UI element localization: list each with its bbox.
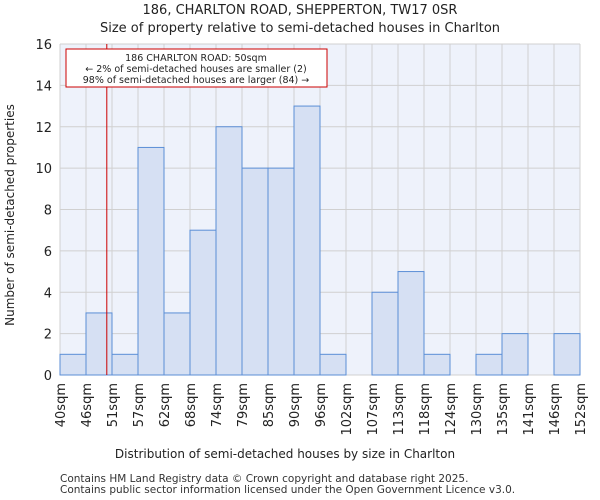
x-axis-label: Distribution of semi-detached houses by …: [115, 447, 455, 461]
histogram-bar: [111, 353, 139, 376]
x-tick-label: 51sqm: [106, 383, 121, 427]
chart-title: 186, CHARLTON ROAD, SHEPPERTON, TW17 0SR: [142, 3, 458, 18]
annotation-line3: 98% of semi-detached houses are larger (…: [83, 75, 310, 86]
x-tick-label: 79sqm: [236, 383, 251, 427]
x-tick-label: 102sqm: [340, 383, 355, 436]
x-tick-label: 40sqm: [54, 383, 69, 427]
y-tick-label: 4: [44, 286, 52, 301]
x-tick-label: 152sqm: [574, 383, 589, 436]
x-tick-label: 135sqm: [496, 383, 511, 436]
histogram-bar: [215, 126, 243, 376]
y-tick-label: 14: [35, 79, 52, 94]
x-tick-label: 57sqm: [132, 383, 147, 427]
footer-line1: Contains HM Land Registry data © Crown c…: [60, 473, 469, 485]
x-tick-label: 85sqm: [262, 383, 277, 427]
annotation-line1: 186 CHARLTON ROAD: 50sqm: [125, 53, 267, 64]
x-tick-label: 107sqm: [366, 383, 381, 436]
x-tick-label: 62sqm: [158, 383, 173, 427]
x-tick-label: 74sqm: [210, 383, 225, 427]
chart-subtitle: Size of property relative to semi-detach…: [99, 21, 501, 36]
histogram-bar: [293, 105, 321, 376]
y-tick-label: 16: [35, 38, 52, 53]
histogram-bar: [189, 229, 217, 376]
histogram-bar: [371, 291, 399, 376]
y-tick-label: 2: [44, 328, 52, 343]
annotation-box: 186 CHARLTON ROAD: 50sqm ← 2% of semi-de…: [65, 48, 328, 88]
annotation-line2: ← 2% of semi-detached houses are smaller…: [85, 64, 306, 75]
footer-line2: Contains public sector information licen…: [60, 484, 516, 496]
plot-area: 0 2 4 6 8 10 12 14 16 40sqm 46sqm 51sqm 57sqm 62sqm 6…: [3, 38, 589, 461]
histogram-bar: [475, 353, 503, 376]
histogram-bar: [423, 353, 451, 376]
y-tick-label: 6: [44, 245, 52, 260]
histogram-bar: [319, 353, 347, 376]
x-tick-label: 46sqm: [80, 383, 95, 427]
histogram-bar: [501, 333, 529, 376]
histogram-bar: [85, 312, 113, 376]
x-tick-label: 68sqm: [184, 383, 199, 427]
x-tick-label: 124sqm: [444, 383, 459, 436]
y-tick-label: 8: [44, 204, 52, 219]
histogram-bar: [553, 333, 581, 376]
x-tick-label: 96sqm: [314, 383, 329, 427]
x-tick-label: 113sqm: [392, 383, 407, 436]
x-tick-label: 146sqm: [548, 383, 563, 436]
x-tick-label: 90sqm: [288, 383, 303, 427]
histogram-bar: [163, 312, 191, 376]
histogram-bar: [59, 353, 87, 376]
y-tick-label: 10: [35, 162, 52, 177]
x-tick-label: 118sqm: [418, 383, 433, 436]
histogram-bar: [137, 146, 165, 376]
y-axis-label: Number of semi-detached properties: [3, 104, 17, 326]
histogram-bar: [397, 271, 425, 376]
y-tick-label: 12: [35, 121, 52, 136]
y-tick-label: 0: [44, 369, 52, 384]
histogram-bar: [241, 167, 269, 376]
histogram-bar: [267, 167, 295, 376]
x-tick-label: 141sqm: [522, 383, 537, 436]
x-tick-label: 130sqm: [470, 383, 485, 436]
